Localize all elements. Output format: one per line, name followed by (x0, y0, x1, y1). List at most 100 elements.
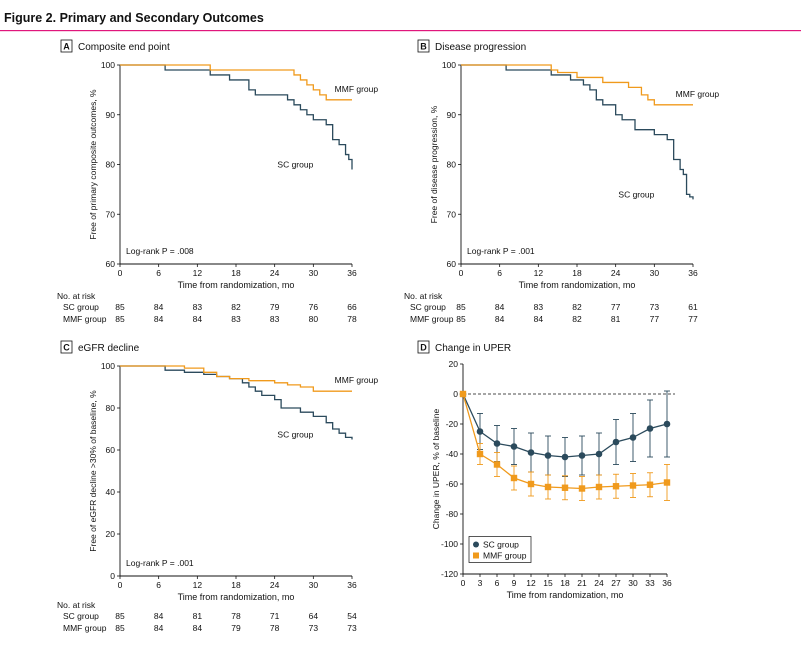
x-tick-label: 36 (347, 268, 357, 278)
data-point-mmf (663, 479, 671, 486)
risk-value: 85 (115, 623, 125, 633)
panel-title: Composite end point (78, 42, 170, 53)
x-tick-label: 6 (156, 268, 161, 278)
risk-value: 73 (309, 623, 319, 633)
panel-title: Change in UPER (435, 343, 511, 354)
x-tick-label: 30 (309, 580, 319, 590)
series-line-sc (120, 64, 353, 170)
x-tick-label: 0 (459, 268, 464, 278)
risk-value: 85 (115, 314, 125, 324)
legend-marker-sc (473, 541, 479, 548)
risk-value: 85 (115, 302, 125, 312)
series-label-sc: SC group (277, 159, 313, 169)
panel-letter-box (417, 340, 430, 354)
risk-value: 78 (347, 314, 357, 324)
data-point-sc (510, 443, 518, 450)
x-tick-label: 36 (347, 580, 357, 590)
series-line-mmf (120, 64, 352, 101)
data-point-sc (527, 449, 535, 456)
panel-letter: D (420, 343, 427, 353)
risk-value: 84 (154, 302, 164, 312)
x-tick-label: 12 (534, 268, 544, 278)
y-axis-label: Free of eGFR decline >30% of baseline, % (88, 390, 98, 552)
data-point-sc (629, 434, 637, 441)
x-tick-label: 36 (662, 578, 672, 588)
legend-box (468, 536, 532, 563)
x-tick-label: 15 (543, 578, 553, 588)
risk-value: 85 (115, 611, 125, 621)
risk-value: 84 (193, 623, 203, 633)
x-axis-label: Time from randomization, mo (178, 592, 295, 602)
risk-value: 84 (193, 314, 203, 324)
x-tick-label: 9 (512, 578, 517, 588)
y-tick-label: -40 (446, 449, 459, 459)
series-label-mmf: MMF group (335, 375, 379, 385)
risk-table-heading: No. at risk (57, 291, 96, 301)
panel-title: eGFR decline (78, 343, 140, 354)
x-tick-label: 18 (231, 580, 241, 590)
data-point-mmf (561, 484, 569, 491)
y-tick-label: 60 (106, 259, 116, 269)
x-tick-label: 27 (611, 578, 621, 588)
risk-value: 77 (688, 314, 698, 324)
series-line-mmf (120, 365, 352, 392)
panel-letter: C (63, 343, 70, 353)
risk-row-label: MMF group (63, 623, 107, 633)
panel-a: A Composite end point 60 70 80 90 100 0 6 12 18 24 3… (57, 39, 379, 324)
risk-value: 73 (650, 302, 660, 312)
risk-row-label: SC group (63, 611, 99, 621)
panel-letter-box (417, 39, 430, 53)
x-tick-label: 30 (650, 268, 660, 278)
series-label-sc: SC group (618, 189, 654, 199)
x-tick-label: 18 (231, 268, 241, 278)
y-tick-label: 100 (101, 361, 115, 371)
series-label-mmf: MMF group (676, 89, 720, 99)
x-tick-label: 33 (645, 578, 655, 588)
data-point-sc (612, 438, 620, 446)
risk-value: 83 (270, 314, 280, 324)
x-tick-label: 24 (594, 578, 604, 588)
y-tick-label: 90 (106, 110, 116, 120)
risk-value: 82 (231, 302, 241, 312)
x-tick-label: 18 (560, 578, 570, 588)
y-tick-label: 100 (442, 60, 456, 70)
y-tick-label: 70 (447, 209, 457, 219)
logrank-annotation: Log-rank P = .001 (126, 558, 194, 568)
y-tick-label: 0 (110, 571, 115, 581)
data-point-mmf (510, 474, 518, 482)
title-rule (0, 30, 801, 32)
y-axis-label: Free of primary composite outcomes, % (88, 89, 98, 240)
x-tick-label: 30 (628, 578, 638, 588)
data-point-mmf (493, 461, 501, 468)
risk-value: 77 (611, 302, 621, 312)
y-tick-label: 90 (447, 110, 457, 120)
risk-value: 78 (270, 623, 280, 633)
risk-value: 66 (347, 302, 357, 312)
series-label-mmf: MMF group (335, 84, 379, 94)
y-tick-label: 20 (106, 529, 116, 539)
y-tick-label: 60 (106, 445, 116, 455)
x-tick-label: 24 (270, 580, 280, 590)
risk-row-label: SC group (63, 302, 99, 312)
panel-letter-box (60, 39, 73, 53)
data-point-sc (646, 425, 654, 432)
x-tick-label: 24 (270, 268, 280, 278)
data-point-mmf (595, 483, 603, 491)
risk-value: 81 (193, 611, 203, 621)
panel-title: Disease progression (435, 42, 526, 53)
data-point-sc (561, 453, 569, 461)
x-tick-label: 30 (309, 268, 319, 278)
panel-letter: A (63, 42, 70, 52)
figure-title: Figure 2. Primary and Secondary Outcomes (4, 11, 264, 25)
x-tick-label: 21 (577, 578, 587, 588)
x-axis-label: Time from randomization, mo (178, 280, 295, 290)
series-line-sc (120, 365, 353, 440)
risk-value: 71 (270, 611, 280, 621)
y-tick-label: 80 (106, 160, 116, 170)
y-tick-label: 70 (106, 209, 116, 219)
legend-label: MMF group (483, 551, 527, 561)
data-point-mmf (629, 482, 637, 489)
